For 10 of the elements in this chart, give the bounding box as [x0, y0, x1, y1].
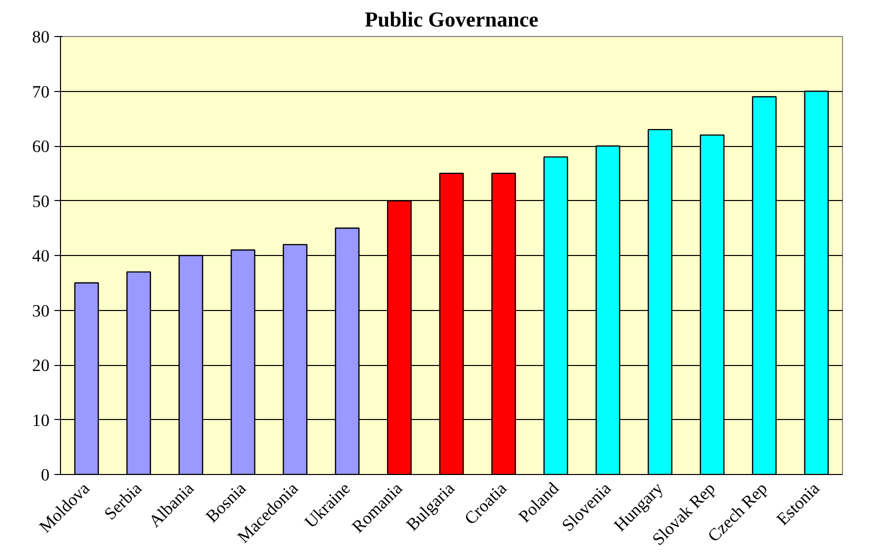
y-tick-label: 60: [32, 137, 50, 156]
y-tick-label: 10: [32, 410, 50, 430]
chart-title: Public Governance: [364, 8, 538, 32]
y-tick-label: 40: [32, 246, 50, 266]
y-tick-label: 70: [32, 82, 50, 102]
y-tick-label: 80: [32, 28, 50, 46]
y-tick-label: 0: [40, 466, 50, 484]
y-tick-label: 30: [32, 301, 50, 320]
y-tick-label: 20: [32, 356, 50, 375]
y-tick-label: 50: [32, 192, 50, 211]
